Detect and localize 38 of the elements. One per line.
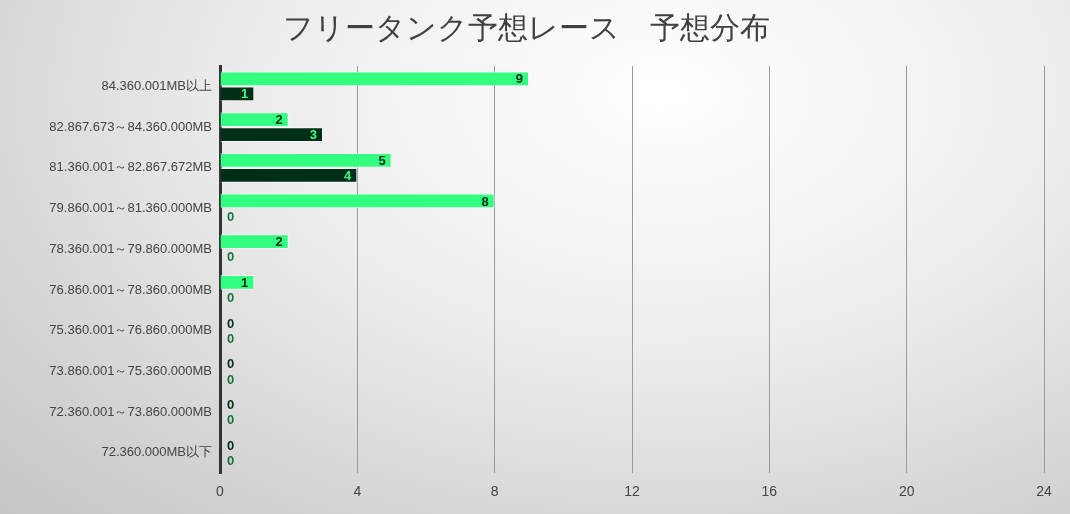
- x-tick-label: 8: [490, 483, 499, 500]
- data-label: 1: [241, 275, 249, 290]
- y-tick-label: 72.360.000MB以下: [101, 444, 212, 460]
- data-label: 0: [227, 356, 235, 372]
- data-label: 0: [227, 249, 235, 265]
- data-label: 8: [481, 193, 489, 209]
- data-label: 0: [227, 208, 235, 224]
- data-label: 0: [227, 371, 235, 387]
- y-tick-label: 78.360.001～79.860.000MB: [49, 240, 212, 256]
- data-label: 2: [275, 112, 283, 128]
- data-label: 0: [227, 397, 235, 413]
- y-tick-label: 75.360.001～76.860.000MB: [49, 322, 212, 338]
- x-tick-label: 12: [624, 483, 640, 500]
- y-tick-label: 84.360.001MB以上: [101, 77, 212, 93]
- y-tick-label: 73.860.001～75.360.000MB: [49, 362, 212, 378]
- x-tick-label: 4: [353, 483, 362, 500]
- data-label: 4: [344, 167, 353, 183]
- chart-title: フリータンク予想レース 予想分布: [282, 11, 770, 45]
- x-tick-label: 20: [898, 483, 915, 500]
- data-label: 0: [227, 437, 235, 453]
- data-label: 3: [309, 127, 317, 143]
- x-tick-label: 24: [1036, 483, 1052, 500]
- y-tick-label: 82.867.673～84.360.000MB: [49, 118, 212, 134]
- data-label: 0: [227, 412, 235, 428]
- y-tick-label: 76.860.001～78.360.000MB: [49, 281, 212, 297]
- x-tick-label: 0: [216, 483, 225, 500]
- data-label: 1: [241, 86, 249, 102]
- data-label: 0: [227, 330, 235, 346]
- data-label: 0: [227, 315, 235, 331]
- y-tick-label: 79.860.001～81.360.000MB: [49, 200, 212, 216]
- data-label: 0: [227, 452, 235, 468]
- y-tick-label: 81.360.001～82.867.672MB: [49, 159, 212, 175]
- data-label: 9: [515, 71, 523, 87]
- data-label: 2: [275, 234, 283, 250]
- data-label: 0: [227, 290, 235, 306]
- x-tick-label: 16: [761, 483, 778, 500]
- y-tick-label: 72.360.001～73.860.000MB: [49, 403, 212, 419]
- data-label: 5: [378, 152, 386, 168]
